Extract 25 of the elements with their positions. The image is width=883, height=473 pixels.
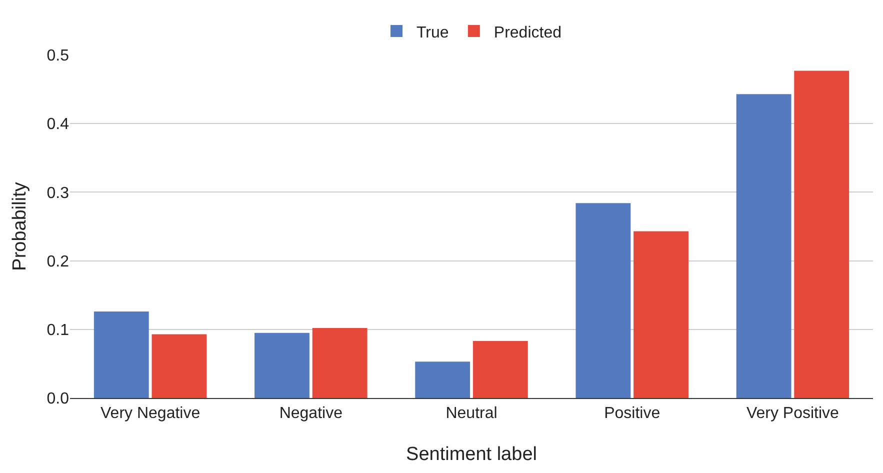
- y-axis-title: Probability: [10, 182, 31, 271]
- x-tick-label: Neutral: [446, 405, 498, 422]
- x-tick-label: Very Negative: [100, 405, 200, 422]
- x-axis-title: Sentiment label: [406, 444, 537, 465]
- bar: [576, 203, 631, 398]
- y-tick-label: 0.2: [46, 253, 70, 270]
- y-tick-label: 0.3: [46, 184, 70, 202]
- bar: [254, 332, 310, 398]
- bar: [472, 341, 528, 398]
- y-tick-label: 0.0: [46, 390, 70, 408]
- bar: [94, 312, 149, 398]
- bar: [312, 328, 368, 398]
- y-tick-label: 0.1: [46, 322, 70, 339]
- y-tick-label: 0.5: [46, 48, 70, 65]
- bar: [794, 70, 850, 398]
- x-tick-label: Negative: [279, 405, 343, 422]
- bar: [415, 362, 470, 398]
- bar: [736, 94, 792, 398]
- x-tick-label: Positive: [604, 405, 660, 422]
- bar: [634, 231, 688, 398]
- y-tick-label: 0.4: [46, 116, 70, 134]
- legend-label: Predicted: [494, 24, 562, 42]
- bar: [152, 334, 207, 398]
- legend-label: True: [416, 24, 449, 42]
- x-tick-label: Very Positive: [746, 405, 840, 422]
